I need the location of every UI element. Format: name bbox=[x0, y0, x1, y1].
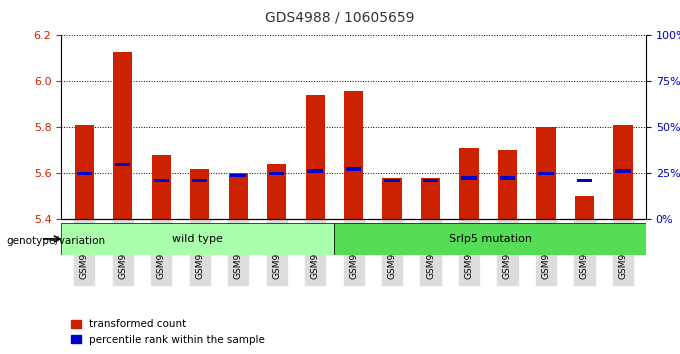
Bar bbox=[613, 125, 632, 219]
Bar bbox=[269, 172, 284, 175]
Bar bbox=[615, 170, 630, 173]
Bar bbox=[384, 179, 400, 182]
FancyBboxPatch shape bbox=[334, 223, 646, 255]
Bar bbox=[498, 150, 517, 219]
Bar bbox=[460, 148, 479, 219]
Text: genotype/variation: genotype/variation bbox=[7, 236, 106, 246]
Text: Srlp5 mutation: Srlp5 mutation bbox=[449, 234, 532, 244]
Bar bbox=[421, 178, 440, 219]
Bar bbox=[77, 172, 92, 175]
Bar bbox=[231, 174, 246, 177]
Bar bbox=[382, 178, 402, 219]
Bar bbox=[577, 179, 592, 182]
Bar bbox=[423, 179, 438, 182]
Text: GDS4988 / 10605659: GDS4988 / 10605659 bbox=[265, 11, 415, 25]
Bar bbox=[539, 172, 554, 175]
Bar bbox=[154, 179, 169, 182]
Text: wild type: wild type bbox=[172, 234, 223, 244]
Bar bbox=[537, 127, 556, 219]
Bar bbox=[305, 95, 325, 219]
Bar bbox=[307, 170, 323, 173]
Bar bbox=[228, 173, 248, 219]
Bar bbox=[113, 52, 133, 219]
Bar bbox=[267, 164, 286, 219]
Bar bbox=[346, 167, 361, 171]
Bar bbox=[115, 162, 131, 166]
Bar bbox=[461, 176, 477, 180]
Bar bbox=[575, 196, 594, 219]
Bar bbox=[344, 91, 363, 219]
Legend: transformed count, percentile rank within the sample: transformed count, percentile rank withi… bbox=[67, 315, 269, 349]
FancyBboxPatch shape bbox=[61, 223, 334, 255]
Bar bbox=[75, 125, 94, 219]
Bar bbox=[152, 155, 171, 219]
Bar bbox=[192, 179, 207, 182]
Bar bbox=[190, 169, 209, 219]
Bar bbox=[500, 176, 515, 180]
